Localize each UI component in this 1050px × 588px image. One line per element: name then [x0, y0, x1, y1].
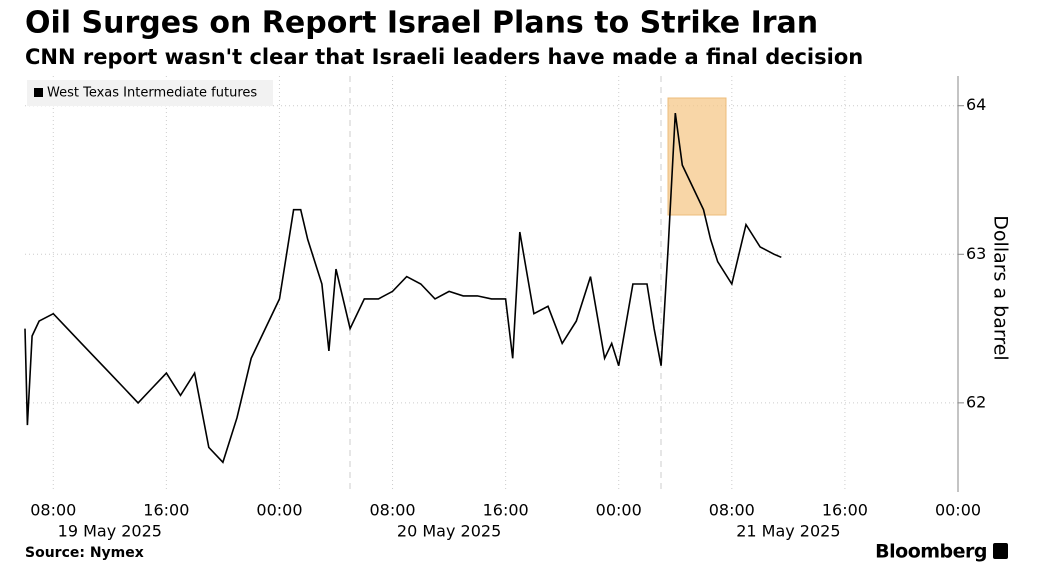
brand: Bloomberg — [875, 541, 987, 563]
x-tick-label: 16:00 — [483, 501, 529, 520]
chart-title: Oil Surges on Report Israel Plans to Str… — [25, 6, 818, 41]
legend-swatch — [34, 88, 43, 97]
brand-icon — [993, 543, 1008, 559]
y-tick-label: 62 — [966, 392, 986, 411]
x-tick-label: 00:00 — [935, 501, 981, 520]
source: Source: Nymex — [25, 545, 144, 561]
y-tick-label: 64 — [966, 95, 986, 114]
x-tick-label: 16:00 — [143, 501, 189, 520]
legend-label: West Texas Intermediate futures — [47, 86, 257, 101]
date-label: 20 May 2025 — [397, 522, 501, 541]
x-tick-label: 08:00 — [369, 501, 415, 520]
date-label: 19 May 2025 — [58, 522, 162, 541]
y-tick-label: 63 — [966, 244, 986, 263]
x-tick-label: 08:00 — [30, 501, 76, 520]
x-tick-label: 08:00 — [709, 501, 755, 520]
x-tick-label: 00:00 — [596, 501, 642, 520]
price-line — [24, 112, 782, 464]
x-tick-label: 16:00 — [822, 501, 868, 520]
chart-subtitle: CNN report wasn't clear that Israeli lea… — [25, 45, 863, 69]
date-label: 21 May 2025 — [736, 522, 840, 541]
x-tick-label: 00:00 — [256, 501, 302, 520]
legend — [27, 80, 273, 106]
y-axis-label: Dollars a barrel — [990, 215, 1012, 360]
